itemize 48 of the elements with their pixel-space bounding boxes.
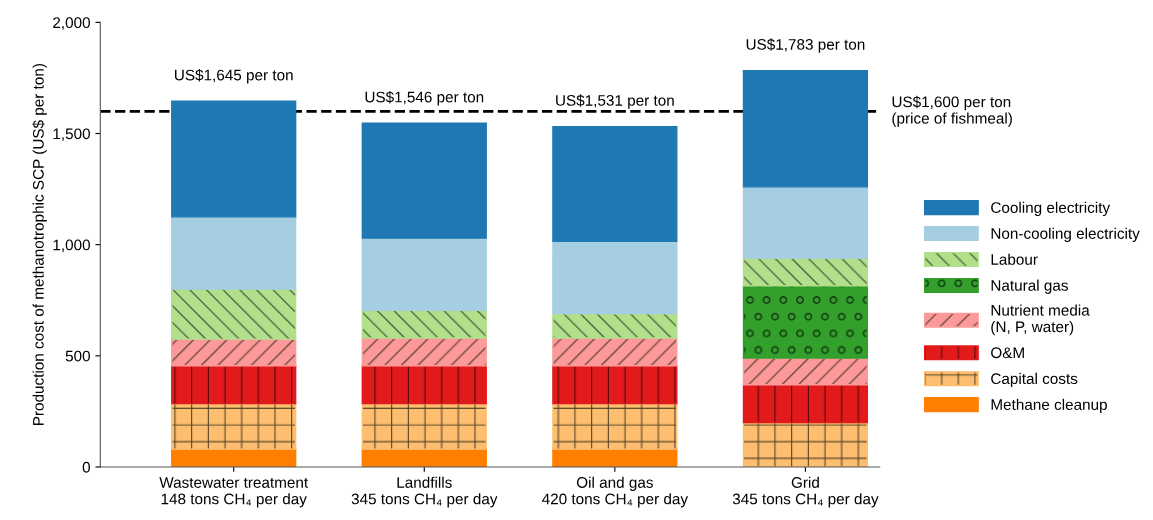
y-tick-label: 1,000 xyxy=(53,239,90,253)
bar xyxy=(171,288,297,340)
bar xyxy=(742,257,869,287)
bar xyxy=(742,285,869,359)
y-tick-label: 0 xyxy=(82,461,90,473)
bar xyxy=(171,216,297,290)
bar xyxy=(171,100,297,218)
x-tick-label: Landfills 345 tons CH₄ per day xyxy=(351,476,498,508)
bar xyxy=(742,384,869,424)
bar xyxy=(552,125,678,243)
x-tick-label: Grid 345 tons CH₄ per day xyxy=(732,476,879,508)
bar xyxy=(171,338,297,367)
legend-label: Nutrient media (N, P, water) xyxy=(991,304,1090,336)
bar xyxy=(361,365,487,405)
bar xyxy=(552,402,678,450)
legend-label: Capital costs xyxy=(991,372,1078,388)
bar xyxy=(361,337,487,367)
bar xyxy=(742,69,869,188)
bar xyxy=(361,309,487,339)
ref-line-label: US$1,600 per ton (price of fishmeal) xyxy=(892,95,1012,127)
bar xyxy=(552,240,678,315)
bar xyxy=(742,357,869,386)
total-label: US$1,645 per ton xyxy=(175,69,293,84)
bar xyxy=(361,402,487,450)
bar xyxy=(361,122,487,239)
total-label: US$1,531 per ton xyxy=(556,94,674,109)
bar xyxy=(742,421,869,467)
legend-label: Labour xyxy=(991,253,1038,265)
bar xyxy=(552,365,678,405)
y-tick-label: 2,000 xyxy=(53,17,90,30)
y-axis-title: Production cost of methanotrophic SCP (US$ per ton) xyxy=(32,64,47,425)
y-tick-label: 500 xyxy=(65,350,90,362)
legend-label: Natural gas xyxy=(991,279,1068,294)
legend-label: Non-cooling electricity xyxy=(991,227,1140,242)
y-tick-label: 1,500 xyxy=(53,128,90,141)
legend-label: O&M xyxy=(991,347,1024,359)
bar xyxy=(552,337,678,367)
legend-label: Cooling electricity xyxy=(991,201,1111,217)
total-label: US$1,783 per ton xyxy=(746,38,865,53)
bar xyxy=(552,312,678,339)
bar xyxy=(171,365,297,405)
bar xyxy=(171,402,297,450)
bar xyxy=(742,186,869,259)
total-label: US$1,546 per ton xyxy=(365,91,484,106)
x-tick-label: Wastewater treatment 148 tons CH₄ per day xyxy=(159,477,309,508)
bar xyxy=(361,237,487,311)
legend-label: Methane cleanup xyxy=(991,398,1107,414)
x-tick-label: Oil and gas 420 tons CH₄ per day xyxy=(542,476,688,508)
